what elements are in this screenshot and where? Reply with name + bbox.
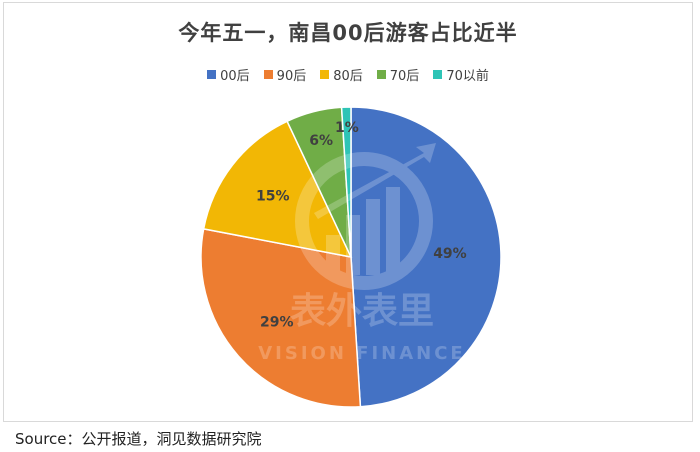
watermark-bar — [366, 199, 380, 275]
pie-chart: 表外表里 VISION FINANCE 49% 29% 15% 6%1% — [200, 106, 502, 408]
pie-slice — [350, 106, 502, 408]
slice-label: 49% — [433, 246, 467, 262]
source-note: Source：公开报道，洞见数据研究院 — [15, 430, 262, 448]
legend-label: 70以前 — [446, 69, 489, 84]
pie-slice — [202, 120, 353, 259]
legend-item: 70后 — [376, 65, 420, 84]
pie-slices — [200, 106, 502, 408]
legend-item: 90后 — [263, 65, 307, 84]
pie-slice — [200, 228, 362, 408]
watermark-bar — [326, 235, 340, 275]
legend-swatch — [263, 70, 273, 79]
watermark: 表外表里 VISION FINANCE — [258, 143, 465, 364]
watermark-main-text: 表外表里 — [290, 291, 434, 332]
legend-swatch — [320, 70, 330, 79]
watermark-ring — [295, 152, 433, 290]
chart-title: 今年五一，南昌00后游客占比近半 — [178, 21, 518, 45]
chart-frame: 今年五一，南昌00后游客占比近半 00后 90后 80后 70后 70以前 表外表里 VI… — [3, 2, 693, 422]
legend-item: 00后 — [207, 65, 250, 84]
pie-slice — [340, 106, 352, 258]
legend-label: 00后 — [220, 69, 250, 84]
slice-label: 1% — [335, 120, 359, 136]
legend-item: 70以前 — [433, 65, 489, 84]
watermark-bar — [386, 187, 400, 275]
slice-label: 29% — [260, 314, 294, 330]
legend-item: 80后 — [320, 65, 363, 84]
legend-label: 80后 — [333, 69, 363, 84]
watermark-arrow — [314, 143, 436, 219]
legend-label: 90后 — [276, 69, 307, 84]
chart-legend: 00后 90后 80后 70后 70以前 — [4, 65, 692, 84]
legend-swatch — [207, 70, 217, 79]
legend-swatch — [376, 70, 386, 79]
watermark-sub-text: VISION FINANCE — [258, 343, 465, 364]
legend-label: 70后 — [389, 69, 420, 84]
slice-label: 6% — [309, 133, 333, 149]
watermark-bar — [346, 215, 360, 275]
pie-labels: 49% 29% 15% 6%1% — [256, 120, 467, 330]
slice-label: 15% — [256, 188, 290, 204]
legend-swatch — [433, 70, 443, 79]
